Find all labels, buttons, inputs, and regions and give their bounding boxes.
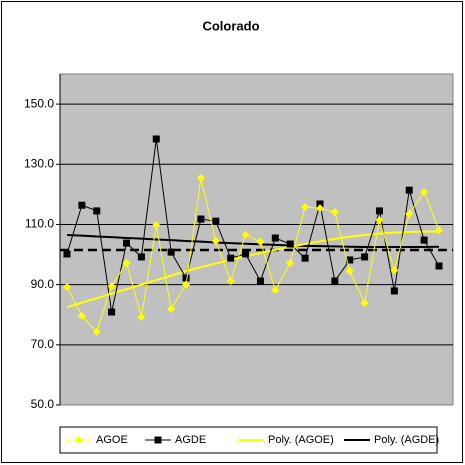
point [107,282,116,291]
point [75,436,83,444]
point [63,250,71,258]
point [301,203,310,212]
point [242,250,250,258]
point [420,236,428,244]
plot-area [59,73,454,406]
point [390,266,399,275]
point [227,254,235,262]
point [108,308,116,316]
point [77,311,86,320]
point [390,287,398,295]
point [405,209,414,218]
chart-title: Colorado [202,18,259,33]
point [154,436,162,444]
point [375,207,383,215]
point [182,274,190,282]
point [256,277,264,285]
point [182,280,191,289]
legend-label: AGDE [175,434,206,446]
point [137,313,146,322]
point [167,305,176,314]
point [345,267,354,276]
point [92,327,101,336]
point [196,174,205,183]
point [241,230,250,239]
trend-line [66,233,440,249]
legend-label: Poly. (AGDE) [374,434,439,446]
point [405,186,413,194]
point [271,234,279,242]
point [122,258,131,267]
legend-label: Poly. (AGOE) [268,434,334,446]
point [435,262,443,270]
point [346,256,354,264]
point [167,248,175,256]
point [152,135,160,143]
series-line [66,177,440,333]
point [211,237,220,246]
point [93,207,101,215]
point [152,221,161,230]
point [271,286,280,295]
y-tick-label: 70.0 [31,337,55,351]
point [256,237,265,246]
point [286,258,295,267]
point [197,215,205,223]
point [375,215,384,224]
y-tick-label: 50.0 [31,397,55,411]
point [123,239,131,247]
y-tick-label: 130.0 [24,156,54,170]
point [420,187,429,196]
y-tick-label: 110.0 [25,217,54,231]
point [316,200,324,208]
point [330,208,339,217]
point [226,277,235,286]
point [435,226,443,235]
point [286,240,294,248]
legend-box [59,426,438,454]
point [331,277,339,285]
y-tick-label: 90.0 [31,277,55,291]
legend-label: AGOE [96,434,128,446]
y-tick-label: 150.0 [24,96,54,110]
point [63,283,71,292]
point [315,204,324,213]
point [301,254,309,262]
point [137,253,145,261]
point [361,253,369,261]
point [360,298,369,307]
point [78,201,86,209]
point [212,217,220,225]
